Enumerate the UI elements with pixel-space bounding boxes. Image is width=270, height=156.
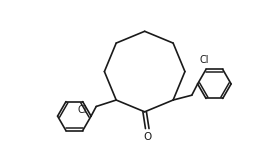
Text: Cl: Cl xyxy=(200,55,209,65)
Text: Cl: Cl xyxy=(78,105,87,115)
Text: O: O xyxy=(143,132,151,142)
